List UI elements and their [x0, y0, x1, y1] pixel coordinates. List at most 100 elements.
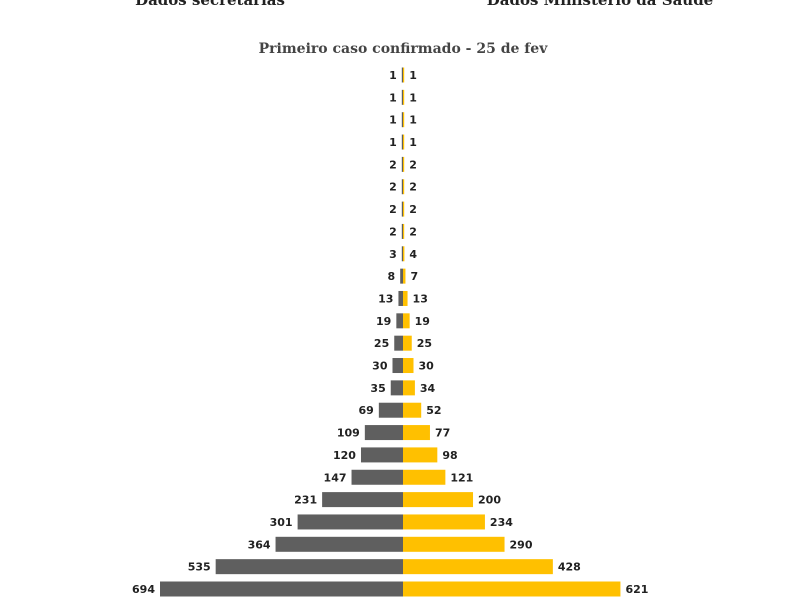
- data-label-right: 25: [417, 337, 432, 350]
- bar-left: [322, 492, 403, 508]
- data-label-right: 2: [409, 158, 417, 171]
- data-label-right: 1: [409, 69, 417, 82]
- data-label-right: 121: [450, 471, 473, 484]
- data-label-left: 231: [294, 494, 317, 507]
- data-label-left: 8: [388, 270, 396, 283]
- bar-right: [403, 134, 405, 150]
- data-label-right: 34: [420, 382, 436, 395]
- bar-left: [364, 425, 403, 441]
- bar-left: [392, 358, 403, 374]
- data-label-left: 2: [389, 203, 397, 216]
- data-label-left: 30: [372, 360, 388, 373]
- data-label-left: 1: [389, 114, 397, 127]
- bar-left: [396, 313, 403, 329]
- data-label-right: 2: [409, 225, 417, 238]
- bar-right: [403, 223, 405, 239]
- data-label-left: 535: [188, 561, 211, 574]
- data-label-right: 1: [409, 114, 417, 127]
- data-label-left: 2: [389, 158, 397, 171]
- data-label-left: 13: [378, 292, 393, 305]
- bar-left: [401, 67, 403, 83]
- bar-left: [401, 223, 403, 239]
- bar-right: [403, 402, 422, 418]
- left-series-header: Dados secretarias: [135, 0, 285, 9]
- data-label-left: 120: [333, 449, 356, 462]
- bar-right: [403, 89, 405, 105]
- bar-right: [403, 67, 405, 83]
- bar-left: [390, 380, 403, 396]
- data-label-right: 7: [410, 270, 418, 283]
- data-label-left: 2: [389, 181, 397, 194]
- data-label-right: 4: [409, 248, 417, 261]
- data-label-right: 30: [419, 360, 435, 373]
- bar-left: [401, 89, 403, 105]
- bar-left: [401, 134, 403, 150]
- bar-left: [297, 514, 403, 530]
- bar-left: [398, 290, 403, 306]
- data-label-right: 13: [413, 292, 428, 305]
- bar-right: [403, 335, 412, 351]
- bar-right: [403, 358, 414, 374]
- data-label-left: 35: [370, 382, 385, 395]
- data-label-left: 25: [374, 337, 389, 350]
- data-label-left: 364: [248, 538, 271, 551]
- data-label-left: 1: [389, 136, 397, 149]
- data-label-left: 1: [389, 69, 397, 82]
- data-label-right: 621: [625, 583, 648, 596]
- bar-right: [403, 112, 405, 128]
- bar-left: [378, 402, 403, 418]
- bar-left: [215, 559, 403, 575]
- data-label-right: 98: [442, 449, 457, 462]
- bar-right: [403, 581, 621, 597]
- data-label-left: 1: [389, 91, 397, 104]
- bar-right: [403, 156, 405, 172]
- bar-left: [401, 201, 403, 217]
- data-label-right: 1: [409, 136, 417, 149]
- bar-left: [401, 179, 403, 195]
- bar-right: [403, 536, 505, 552]
- bar-left: [351, 469, 403, 485]
- bar-right: [403, 469, 446, 485]
- bar-right: [403, 201, 405, 217]
- data-label-left: 3: [389, 248, 397, 261]
- data-label-left: 69: [359, 404, 374, 417]
- bar-left: [401, 246, 403, 262]
- bar-left: [401, 112, 403, 128]
- data-label-right: 19: [415, 315, 430, 328]
- bar-left: [275, 536, 403, 552]
- bar-right: [403, 268, 406, 284]
- bar-right: [403, 559, 553, 575]
- data-label-right: 290: [510, 538, 533, 551]
- bar-left: [160, 581, 403, 597]
- data-label-left: 147: [324, 471, 347, 484]
- bar-left: [360, 447, 403, 463]
- data-label-right: 2: [409, 181, 417, 194]
- data-label-right: 234: [490, 516, 513, 529]
- data-label-left: 694: [132, 583, 155, 596]
- data-label-left: 301: [270, 516, 293, 529]
- bar-right: [403, 492, 474, 508]
- bar-left: [394, 335, 403, 351]
- data-label-right: 200: [478, 494, 501, 507]
- data-label-right: 1: [409, 91, 417, 104]
- bar-right: [403, 179, 405, 195]
- data-label-right: 52: [426, 404, 441, 417]
- data-label-left: 109: [337, 427, 360, 440]
- bar-right: [403, 380, 415, 396]
- bar-right: [403, 290, 408, 306]
- bar-right: [403, 425, 430, 441]
- bar-left: [400, 268, 403, 284]
- data-label-left: 2: [389, 225, 397, 238]
- data-label-right: 428: [558, 561, 581, 574]
- bar-right: [403, 246, 405, 262]
- data-label-left: 19: [376, 315, 391, 328]
- right-series-header: Dados Ministério da Saúde: [487, 0, 713, 9]
- bar-right: [403, 447, 438, 463]
- chart-title: Primeiro caso confirmado - 25 de fev: [259, 41, 549, 57]
- bar-right: [403, 313, 410, 329]
- bar-right: [403, 514, 485, 530]
- data-label-right: 2: [409, 203, 417, 216]
- bar-left: [401, 156, 403, 172]
